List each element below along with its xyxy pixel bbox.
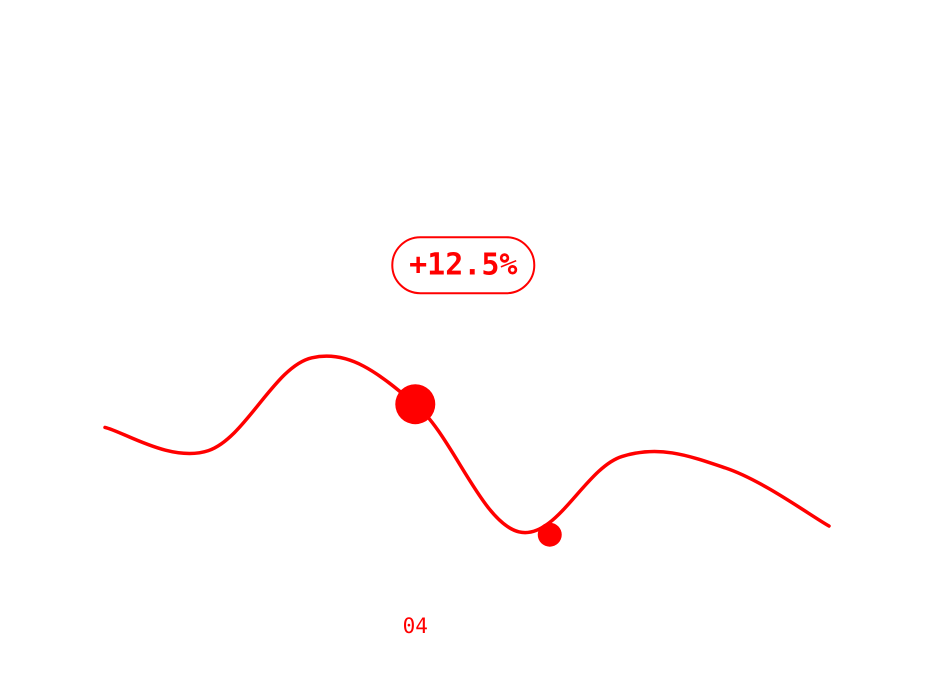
secondary-point[interactable] [537,522,562,547]
series-line [103,354,831,535]
tooltip-box [391,236,536,295]
x-tick-label: 04 [403,614,428,638]
tooltip-value: +12.5% [409,248,517,283]
highlight-point[interactable] [395,384,436,425]
value-tooltip: +12.5% [391,236,536,295]
